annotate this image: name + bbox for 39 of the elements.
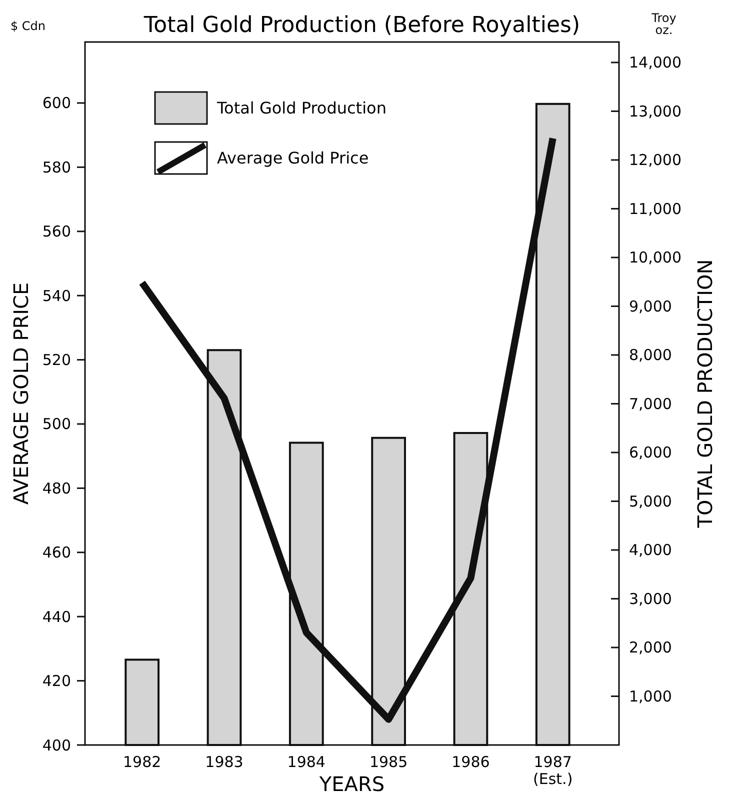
y-tick-label: 400 <box>42 736 71 754</box>
x-tick-label: 1985 <box>369 753 408 771</box>
x-tick-label: 1982 <box>123 753 162 771</box>
y-tick-label: 460 <box>42 544 71 562</box>
y2-tick-label: 14,000 <box>629 54 682 72</box>
x-axis-title: YEARS <box>318 772 385 796</box>
y-tick-label: 580 <box>42 158 71 176</box>
text: $ Cdn <box>10 19 46 33</box>
x-tick-label: 1984 <box>287 753 326 771</box>
y2-tick-label: 10,000 <box>629 248 682 267</box>
x-tick-label: 1987 (Est.) <box>533 753 573 788</box>
y2-axis-title: TOTAL GOLD PRODUCTION <box>693 259 717 529</box>
x-tick-label: 1983 <box>205 753 244 771</box>
y2-tick-label: 5,000 <box>629 492 672 510</box>
y-axis-title: AVERAGE GOLD PRICE <box>9 282 33 505</box>
y2-tick-label: 6,000 <box>629 444 672 462</box>
y-tick-label: 540 <box>42 286 71 305</box>
y-tick-label: 600 <box>42 94 71 112</box>
chart-title: Total Gold Production (Before Royalties) <box>142 13 580 38</box>
x-tick-label: 1986 <box>452 753 490 771</box>
y-tick-label: 520 <box>42 351 71 370</box>
y-tick-label: 480 <box>42 479 71 498</box>
y-tick-label: 440 <box>42 608 71 626</box>
y2-tick-label: 8,000 <box>629 346 672 364</box>
y2-tick-label: 7,000 <box>629 394 672 413</box>
y2-tick-label: 9,000 <box>629 297 672 316</box>
y2-tick-label: 13,000 <box>629 102 682 120</box>
y2-tick-label: 2,000 <box>629 638 672 657</box>
y-tick-label: 420 <box>42 672 71 690</box>
legend-label: Average Gold Price <box>217 148 369 168</box>
y-tick-label: 500 <box>42 415 71 434</box>
text: Troy oz. <box>650 11 676 37</box>
y2-tick-label: 4,000 <box>629 541 672 560</box>
y2-tick-label: 1,000 <box>629 688 672 706</box>
y2-tick-label: 12,000 <box>629 151 682 170</box>
y2-tick-label: 11,000 <box>629 200 682 218</box>
y2-tick-label: 3,000 <box>629 590 672 608</box>
legend-label: Total Gold Production <box>216 98 386 118</box>
y-tick-label: 560 <box>42 222 71 241</box>
